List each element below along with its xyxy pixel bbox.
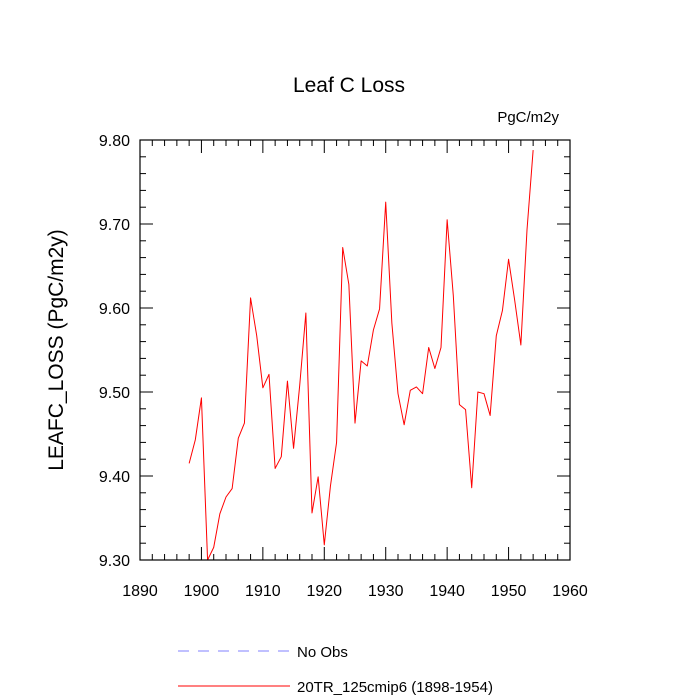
x-tick-label: 1900 — [184, 583, 220, 600]
y-tick-label: 9.80 — [99, 133, 130, 150]
y-axis-label: LEAFC_LOSS (PgC/m2y) — [45, 229, 68, 471]
legend-label-no-obs: No Obs — [297, 644, 348, 661]
x-tick-label: 1930 — [368, 583, 404, 600]
series-group — [188, 150, 534, 561]
axis-tick-labels: 1890 1900 1910 1920 1930 1940 1950 1960 9.30 9.40… — [99, 133, 588, 600]
units-label: PgC/m2y — [497, 109, 559, 126]
x-tick-label: 1920 — [306, 583, 342, 600]
y-tick-label: 9.30 — [99, 553, 130, 570]
y-tick-label: 9.60 — [99, 301, 130, 318]
axis-ticks — [139, 139, 571, 561]
y-tick-label: 9.70 — [99, 217, 130, 234]
x-tick-label: 1940 — [429, 583, 465, 600]
legend-label-20tr-125cmip6: 20TR_125cmip6 (1898-1954) — [297, 679, 493, 696]
x-tick-label: 1890 — [122, 583, 158, 600]
series-line — [188, 150, 534, 561]
chart-title: Leaf C Loss — [293, 74, 405, 97]
x-tick-label: 1910 — [245, 583, 281, 600]
y-tick-label: 9.40 — [99, 469, 130, 486]
y-tick-label: 9.50 — [99, 385, 130, 402]
x-tick-label: 1950 — [491, 583, 527, 600]
plot-frame — [139, 139, 571, 561]
x-tick-label: 1960 — [552, 583, 588, 600]
legend: No Obs 20TR_125cmip6 (1898-1954) — [178, 644, 493, 696]
